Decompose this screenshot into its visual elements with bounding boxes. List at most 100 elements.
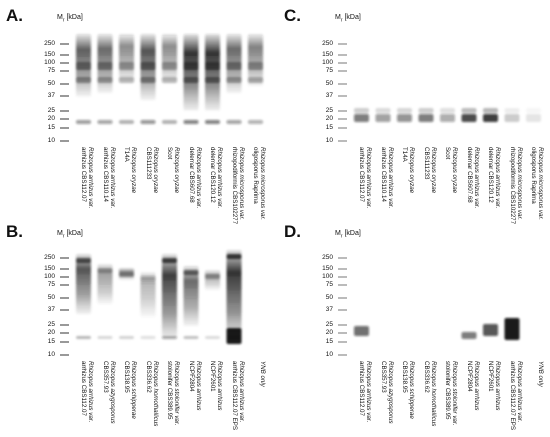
lane-label-line1: Rhizopus arrhizus bbox=[194, 361, 202, 411]
lane-band bbox=[461, 114, 477, 122]
marker-ticks: 250 150 100 75 50 37 25 20 15 10 bbox=[30, 218, 55, 437]
marker-tick-label: 10 bbox=[47, 137, 55, 144]
lane-labels: Rhizopus arrhizus var. arrhizus CBS112.07… bbox=[58, 147, 273, 224]
mw-label: M bbox=[57, 14, 63, 21]
lane-band bbox=[397, 114, 412, 122]
lane-label-line2: arrhizus CBS112.07 bbox=[79, 147, 87, 202]
lane-band bbox=[205, 120, 220, 124]
lane-band bbox=[248, 34, 263, 86]
lane-band bbox=[162, 77, 177, 83]
ladder-band bbox=[338, 257, 347, 259]
lane-label-line2: Scot bbox=[165, 147, 173, 160]
lane-band bbox=[226, 77, 242, 83]
lane-band bbox=[183, 34, 199, 111]
marker-tick-label: 20 bbox=[47, 115, 55, 122]
blot-d bbox=[338, 257, 520, 356]
lane-label-line1: Rhizopus oryzae bbox=[408, 147, 415, 194]
ladder-band bbox=[60, 140, 69, 142]
ladder-band bbox=[338, 70, 347, 72]
lane-label-line2: arrhizus CBS112.07 EPS bbox=[230, 361, 238, 431]
panel-letter: B. bbox=[6, 222, 23, 241]
marker-tick-label: 50 bbox=[325, 294, 333, 301]
lane-labels: Rhizopus arrhizus var. arrhizus CBS112.07… bbox=[58, 361, 273, 433]
ladder-band bbox=[60, 62, 69, 64]
lane-band bbox=[183, 62, 199, 70]
lane-label: Rhizopus arrhizus NCPF2804 bbox=[465, 361, 479, 411]
ladder-band bbox=[60, 284, 69, 286]
lane-label: Rhizopus schipperae CBS138.95 bbox=[123, 361, 137, 419]
lane-label-line2: delemar CBS120.12 bbox=[208, 147, 216, 203]
ladder-band bbox=[60, 54, 69, 56]
lane-label-line1: Rhizopus arrhizus var. bbox=[365, 361, 372, 423]
lane-label: Rhizopus homothallicus CBS336.62 bbox=[422, 361, 436, 426]
ladder-band bbox=[338, 54, 347, 56]
panel-d: D. Mr [kDa] 250 150 100 75 50 37 25 20 15 10 Rhiz… bbox=[278, 218, 550, 437]
lane-label: Rhizopus microsporus var. oligosporus Rap… bbox=[530, 147, 544, 220]
lane-label: Rhizopus oryzae T14A bbox=[401, 147, 415, 193]
lane-label-line1: Rhizopus microsporus var. bbox=[515, 147, 523, 221]
lane-label-line1: YNB only bbox=[537, 361, 544, 387]
ladder-band bbox=[338, 110, 347, 112]
lane-band bbox=[140, 336, 156, 339]
lane-band bbox=[140, 77, 156, 83]
mw-label: M bbox=[57, 230, 63, 237]
lane-label-line2: CBS357.93 bbox=[101, 361, 109, 393]
lane-label-line1: Rhizopus homothallicus bbox=[151, 361, 159, 427]
marker-ticks: 250 150 100 75 50 37 25 20 15 10 bbox=[308, 218, 333, 437]
lane-band bbox=[162, 62, 177, 70]
mw-axis-label: Mr [kDa] bbox=[335, 14, 361, 23]
mw-label: M bbox=[335, 14, 341, 21]
marker-tick-label: 50 bbox=[325, 80, 333, 87]
lane-label-line2: oligosporus Raprima bbox=[529, 147, 537, 204]
marker-tick-label: 75 bbox=[47, 67, 55, 74]
lane-label: Rhizopus arrhizus var. delemar CBS120.12 bbox=[487, 147, 501, 208]
marker-tick-label: 250 bbox=[44, 254, 55, 261]
marker-tick-label: 10 bbox=[325, 351, 333, 358]
lane-label: Rhizopus oryzae Scot bbox=[444, 147, 458, 193]
marker-tick-label: 100 bbox=[322, 59, 333, 66]
lane-label-line1: Rhizopus arrhizus var. bbox=[237, 361, 245, 423]
marker-tick-label: 25 bbox=[47, 321, 55, 328]
lane-label: Rhizopus arrhizus var. arrhizus CBS110.14 bbox=[101, 147, 115, 208]
lane-band bbox=[504, 108, 520, 113]
lane-label-line2: CBS138.95 bbox=[400, 361, 408, 393]
ladder-band bbox=[60, 95, 69, 97]
marker-ticks: 250 150 100 75 50 37 25 20 15 10 bbox=[30, 0, 55, 218]
lane-label-line2: NCPF2601 bbox=[208, 361, 216, 392]
lane-label: Rhizopus oryzae T14A bbox=[123, 147, 137, 193]
lane-band bbox=[226, 120, 242, 124]
lane-label-line2: NCPF2804 bbox=[465, 361, 473, 392]
lane-label: Rhizopus schipperae CBS138.95 bbox=[401, 361, 415, 419]
lane-label-line2: CBS138.95 bbox=[122, 361, 130, 393]
lane-band bbox=[205, 336, 220, 339]
lane-band bbox=[97, 120, 113, 124]
ladder-band bbox=[60, 110, 69, 112]
ladder-band bbox=[60, 257, 69, 259]
lane-label: Rhizopus arrhizus var. arrhizus CBS112.07 bbox=[358, 361, 372, 422]
marker-tick-label: 100 bbox=[322, 273, 333, 280]
lane-label-line1: Rhizopus microsporus var. bbox=[537, 147, 544, 221]
lane-band bbox=[162, 34, 177, 83]
lane-band bbox=[76, 336, 91, 339]
mw-unit: [kDa] bbox=[64, 230, 83, 237]
lane-label-line1: Rhizopus arrhizus var. bbox=[194, 147, 202, 209]
lane-label: Rhizopus arrhizus var. arrhizus CBS112.07… bbox=[230, 361, 244, 430]
lane-label-line1: Rhizopus arrhizus var. bbox=[87, 147, 94, 209]
lane-label-line1: Rhizopus azygosporus bbox=[108, 361, 116, 424]
lane-band bbox=[440, 114, 455, 122]
marker-tick-label: 15 bbox=[47, 338, 55, 345]
panel-a: A. Mr [kDa] 250 150 100 75 50 37 25 20 15 10 Rhiz… bbox=[0, 0, 275, 224]
marker-tick-label: 25 bbox=[325, 107, 333, 114]
ladder-band bbox=[60, 332, 69, 334]
panel-b: B. Mr [kDa] 250 150 100 75 50 37 25 20 15 10 Rhiz… bbox=[0, 218, 275, 437]
marker-tick-label: 37 bbox=[325, 306, 333, 313]
lane-label: Rhizopus arrhizus var. arrhizus CBS112.07… bbox=[508, 361, 522, 430]
lane-label: Rhizopus arrhizus NCPF2804 bbox=[187, 361, 201, 411]
lane-label-line1: Rhizopus oryzae bbox=[429, 147, 437, 194]
lane-band bbox=[162, 254, 177, 339]
lane-label-line2: NCPF2804 bbox=[187, 361, 195, 392]
lane-band bbox=[76, 62, 91, 70]
lane-label-line2: delemar CBS607.68 bbox=[187, 147, 195, 203]
lane-label: Rhizopus arrhizus NCPF2601 bbox=[487, 361, 501, 411]
lane-band bbox=[183, 77, 199, 83]
